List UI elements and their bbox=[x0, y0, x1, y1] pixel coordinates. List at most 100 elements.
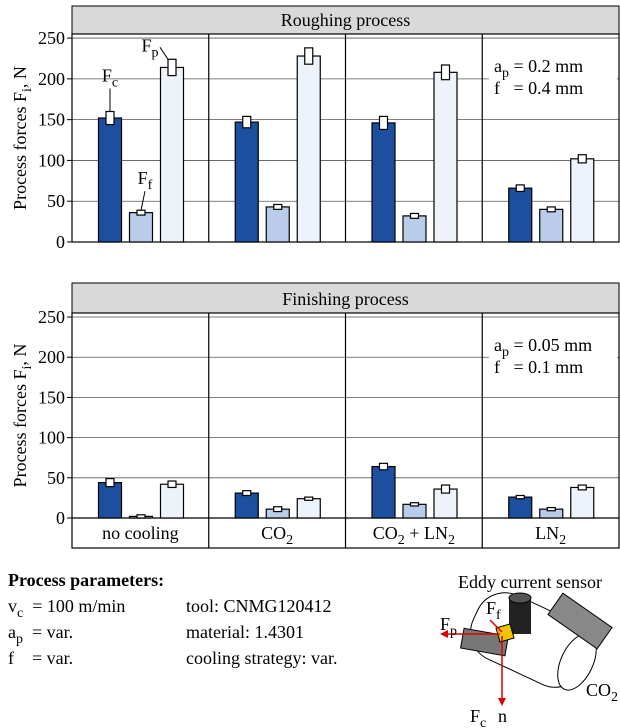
error-bar bbox=[242, 115, 252, 129]
text-part: CO bbox=[586, 680, 611, 700]
frame bbox=[71, 33, 620, 243]
parameter: f = var. bbox=[8, 648, 73, 668]
error-bar bbox=[304, 47, 314, 65]
x-tick-label: CO2 + LN2 bbox=[373, 523, 455, 548]
y-tick-label: 150 bbox=[38, 110, 65, 130]
bar bbox=[539, 208, 564, 243]
text-part: 2 bbox=[398, 533, 405, 548]
error-bar bbox=[167, 58, 177, 77]
text-part: a bbox=[494, 56, 502, 76]
series-label: Fp bbox=[141, 35, 158, 60]
error-bar bbox=[409, 502, 420, 507]
error-bar bbox=[546, 206, 556, 213]
arrow-head bbox=[440, 630, 448, 638]
text-part: c bbox=[112, 75, 118, 90]
y-tick-label: 100 bbox=[38, 150, 65, 170]
text-part: + LN bbox=[405, 523, 448, 543]
text-part: i bbox=[20, 365, 35, 369]
bar bbox=[371, 465, 396, 519]
text-part: a bbox=[494, 335, 502, 355]
x-tick-label: LN2 bbox=[535, 523, 566, 548]
annotation: ap = 0.2 mm bbox=[494, 56, 583, 81]
frame bbox=[71, 312, 620, 549]
text-part: Process forces F bbox=[10, 92, 30, 210]
error-bar bbox=[136, 209, 146, 216]
text-part: Process forces F bbox=[10, 369, 30, 487]
diagram-label: Fp bbox=[440, 614, 457, 639]
text-part: c bbox=[480, 716, 486, 728]
panel-title: Finishing process bbox=[282, 289, 409, 309]
bar bbox=[97, 482, 123, 519]
text-part: 2 bbox=[286, 533, 293, 548]
error-bar bbox=[105, 110, 115, 126]
text-part: = 100 m/min bbox=[23, 596, 125, 616]
y-axis-label: Process forces Fi, N bbox=[10, 344, 35, 488]
parameter: tool: CNMG120412 bbox=[186, 596, 332, 616]
error-bar bbox=[304, 496, 314, 501]
bar bbox=[402, 215, 427, 243]
text-part: p bbox=[16, 632, 23, 647]
text-part: p bbox=[152, 45, 159, 60]
bar bbox=[159, 483, 185, 519]
header bbox=[71, 282, 620, 314]
bar bbox=[433, 71, 458, 243]
bar bbox=[234, 492, 259, 519]
annotation: ap = 0.05 mm bbox=[494, 335, 592, 360]
text-part: = var. bbox=[23, 622, 73, 642]
error-bar bbox=[409, 212, 420, 219]
text-part: i bbox=[20, 88, 35, 92]
diagram-label: Eddy current sensor bbox=[458, 572, 602, 592]
error-bar bbox=[242, 490, 252, 497]
y-tick-label: 250 bbox=[38, 307, 65, 327]
text-part: p bbox=[450, 624, 457, 639]
text-part: F bbox=[102, 65, 112, 85]
diagram-label: CO2 bbox=[586, 680, 618, 705]
series-label: Ff bbox=[138, 168, 153, 193]
annotation-bg bbox=[489, 50, 617, 98]
text-part: , N bbox=[10, 66, 30, 88]
text-part: F bbox=[138, 168, 148, 188]
bar bbox=[159, 66, 185, 243]
bar bbox=[508, 496, 533, 519]
parameters-title: Process parameters: bbox=[8, 570, 164, 590]
insert bbox=[495, 623, 515, 643]
annotation-bg bbox=[489, 329, 617, 377]
error-bar bbox=[273, 506, 283, 513]
text-part: F bbox=[440, 614, 450, 634]
text-part: 2 bbox=[559, 533, 566, 548]
series-label: Fc bbox=[102, 65, 118, 90]
text-part: = 0.05 mm bbox=[509, 335, 592, 355]
y-tick-label: 250 bbox=[38, 28, 65, 48]
text-part: CO bbox=[373, 523, 398, 543]
x-tick-label: CO2 bbox=[261, 523, 293, 548]
sensor-top bbox=[508, 592, 532, 604]
text-part: 2 bbox=[611, 690, 618, 705]
text-part: f bbox=[148, 178, 153, 193]
text-part: = 0.2 mm bbox=[509, 56, 583, 76]
error-bar bbox=[273, 203, 283, 210]
parameter: material: 1.4301 bbox=[186, 622, 304, 642]
text-part: p bbox=[502, 345, 509, 360]
header bbox=[71, 5, 620, 35]
sensor bbox=[509, 598, 531, 634]
y-tick-label: 50 bbox=[47, 191, 65, 211]
bar bbox=[570, 486, 595, 519]
y-axis-label: Process forces Fi, N bbox=[10, 66, 35, 210]
error-bar bbox=[577, 484, 587, 491]
parameter: vc = 100 m/min bbox=[8, 596, 125, 621]
text-part: F bbox=[470, 706, 480, 726]
text-part: p bbox=[502, 66, 509, 81]
error-bar bbox=[167, 480, 177, 489]
bar bbox=[128, 212, 154, 243]
error-bar bbox=[105, 478, 115, 488]
y-tick-label: 150 bbox=[38, 387, 65, 407]
annotation: f = 0.4 mm bbox=[494, 78, 583, 98]
error-bar bbox=[546, 506, 556, 512]
nozzle bbox=[547, 592, 613, 650]
text-part: c bbox=[17, 606, 23, 621]
diagram-label: n bbox=[498, 706, 507, 726]
y-tick-label: 0 bbox=[56, 508, 65, 528]
bar bbox=[508, 187, 533, 243]
y-tick-label: 0 bbox=[56, 232, 65, 252]
